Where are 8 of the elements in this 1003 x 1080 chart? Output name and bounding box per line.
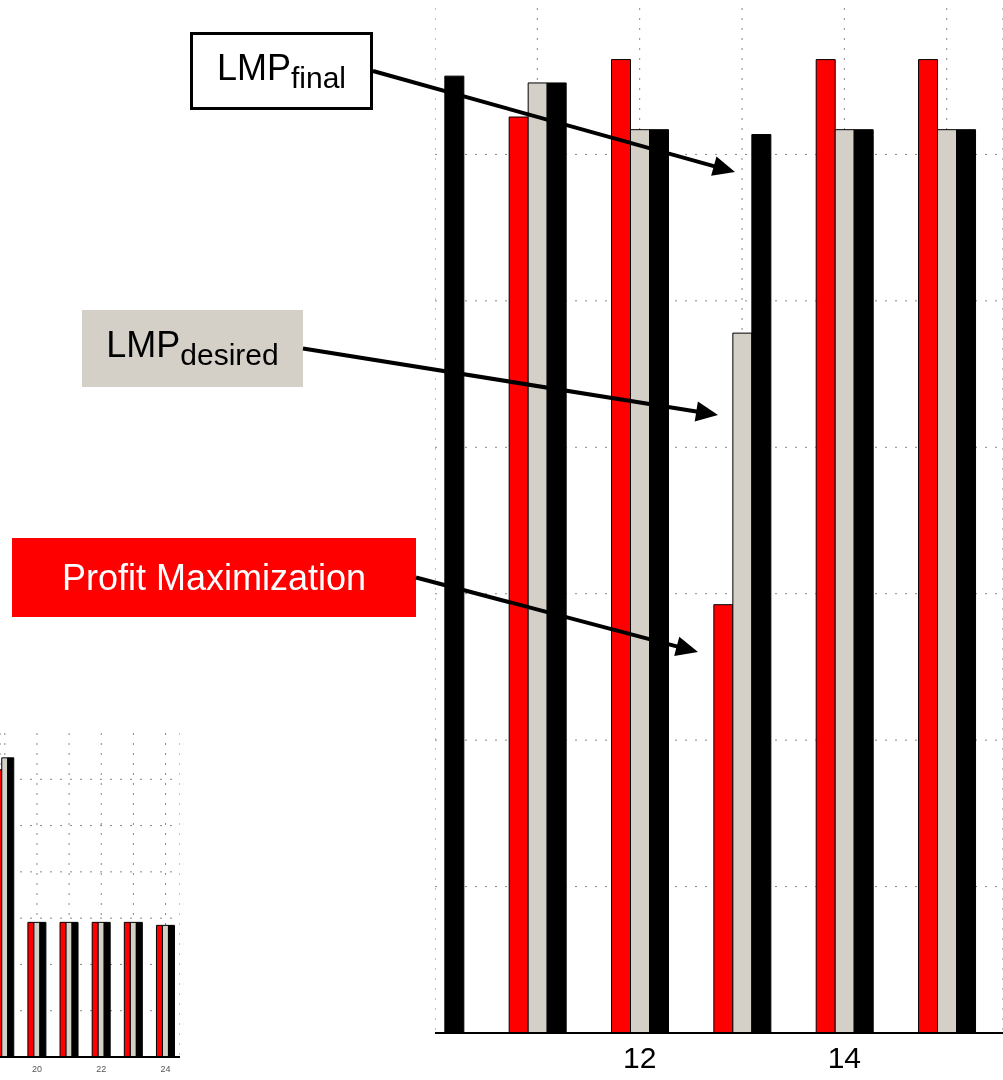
x-tick-label: 14 [827,1040,862,1074]
x-tick-label: 12 [623,1040,657,1074]
x-tick-label: 22 [96,1063,107,1074]
text: LMP$_{final}$ [216,46,347,96]
text: Profit Maximization [61,556,367,599]
x-tick-label: 20 [31,1063,42,1074]
x-tick-label: 24 [160,1063,171,1074]
text: LMP$_{desired}$ [106,324,279,373]
